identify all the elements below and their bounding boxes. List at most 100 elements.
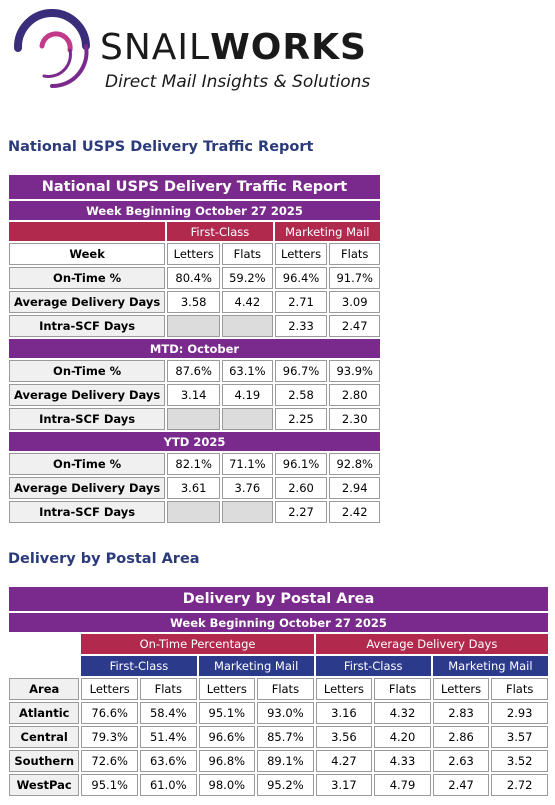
table-row: WestPac 95.1% 61.0% 98.0% 95.2% 3.17 4.7… [9, 774, 548, 796]
empty-cell [167, 408, 221, 430]
column-header: Letters [274, 243, 328, 265]
area-table-title: Delivery by Postal Area [9, 587, 548, 611]
column-header: Flats [491, 678, 548, 700]
cell-value: 3.57 [491, 726, 548, 748]
cell-value: 59.2% [222, 267, 273, 289]
cell-value: 4.42 [222, 291, 273, 313]
column-header: Letters [315, 678, 373, 700]
cell-value: 96.6% [198, 726, 256, 748]
group-header-marketing-mail: Marketing Mail [274, 222, 380, 241]
brand-name: SNAILWORKS [100, 27, 367, 68]
cell-value: 79.3% [81, 726, 138, 748]
cell-value: 93.0% [257, 702, 314, 724]
row-label: Southern [9, 750, 80, 772]
week-banner: Week Beginning October 27 2025 [9, 201, 380, 220]
section-heading-postal-area: Delivery by Postal Area [8, 551, 200, 567]
cell-value: 2.30 [329, 408, 380, 430]
cell-value: 63.1% [222, 360, 273, 382]
cell-value: 4.27 [315, 750, 373, 772]
cell-value: 87.6% [167, 360, 221, 382]
cell-value: 3.09 [329, 291, 380, 313]
table-row: Central 79.3% 51.4% 96.6% 85.7% 3.56 4.2… [9, 726, 548, 748]
cell-value: 4.32 [374, 702, 431, 724]
corner-blank [9, 656, 79, 676]
cell-value: 95.2% [257, 774, 314, 796]
cell-value: 2.27 [274, 501, 328, 523]
area-week-banner: Week Beginning October 27 2025 [9, 613, 548, 632]
group-header-first-class: First-Class [167, 222, 273, 241]
column-header: Letters [432, 678, 490, 700]
cell-value: 4.79 [374, 774, 431, 796]
cell-value: 2.47 [329, 315, 380, 337]
row-label: On-Time % [9, 453, 166, 475]
cell-value: 3.14 [167, 384, 221, 406]
group-header-marketing-mail: Marketing Mail [432, 656, 548, 676]
column-header: Flats [329, 243, 380, 265]
cell-value: 3.58 [167, 291, 221, 313]
cell-value: 63.6% [139, 750, 197, 772]
column-header: Letters [81, 678, 138, 700]
cell-value: 4.19 [222, 384, 273, 406]
area-column-header: Area [9, 678, 80, 700]
empty-cell [167, 501, 221, 523]
table-row: Intra-SCF Days 2.33 2.47 [9, 315, 380, 337]
cell-value: 3.76 [222, 477, 273, 499]
row-label: Intra-SCF Days [9, 501, 166, 523]
empty-cell [222, 501, 273, 523]
cell-value: 3.16 [315, 702, 373, 724]
cell-value: 2.60 [274, 477, 328, 499]
table-row: Southern 72.6% 63.6% 96.8% 89.1% 4.27 4.… [9, 750, 548, 772]
cell-value: 2.83 [432, 702, 490, 724]
cell-value: 2.47 [432, 774, 490, 796]
cell-value: 96.8% [198, 750, 256, 772]
empty-cell [222, 315, 273, 337]
cell-value: 72.6% [81, 750, 138, 772]
cell-value: 89.1% [257, 750, 314, 772]
column-header: Flats [139, 678, 197, 700]
cell-value: 85.7% [257, 726, 314, 748]
cell-value: 3.61 [167, 477, 221, 499]
row-label: On-Time % [9, 360, 166, 382]
cell-value: 2.80 [329, 384, 380, 406]
row-label: Intra-SCF Days [9, 408, 166, 430]
cell-value: 93.9% [329, 360, 380, 382]
group-header-blank [9, 222, 166, 241]
week-column-header: Week [9, 243, 166, 265]
period-banner-mtd: MTD: October [9, 339, 380, 358]
corner-blank [9, 634, 79, 654]
cell-value: 51.4% [139, 726, 197, 748]
cell-value: 3.17 [315, 774, 373, 796]
group-header-marketing-mail: Marketing Mail [198, 656, 314, 676]
metric-header-on-time: On-Time Percentage [81, 634, 314, 654]
cell-value: 2.33 [274, 315, 328, 337]
cell-value: 91.7% [329, 267, 380, 289]
cell-value: 96.7% [274, 360, 328, 382]
cell-value: 76.6% [81, 702, 138, 724]
postal-area-table: Delivery by Postal Area Week Beginning O… [7, 585, 550, 798]
table-row: On-Time % 82.1% 71.1% 96.1% 92.8% [9, 453, 380, 475]
column-header: Flats [257, 678, 314, 700]
cell-value: 71.1% [222, 453, 273, 475]
row-label: On-Time % [9, 267, 166, 289]
group-header-first-class: First-Class [315, 656, 431, 676]
empty-cell [167, 315, 221, 337]
cell-value: 96.4% [274, 267, 328, 289]
cell-value: 2.63 [432, 750, 490, 772]
cell-value: 82.1% [167, 453, 221, 475]
cell-value: 2.72 [491, 774, 548, 796]
cell-value: 61.0% [139, 774, 197, 796]
metric-header-avg-days: Average Delivery Days [315, 634, 548, 654]
snailworks-logo: SNAILWORKS Direct Mail Insights & Soluti… [8, 6, 388, 96]
table-row: Average Delivery Days 3.14 4.19 2.58 2.8… [9, 384, 380, 406]
table-row: Atlantic 76.6% 58.4% 95.1% 93.0% 3.16 4.… [9, 702, 548, 724]
snail-swirl-icon [13, 9, 90, 89]
brand-tagline: Direct Mail Insights & Solutions [105, 72, 371, 92]
cell-value: 2.94 [329, 477, 380, 499]
cell-value: 4.33 [374, 750, 431, 772]
table-row: On-Time % 87.6% 63.1% 96.7% 93.9% [9, 360, 380, 382]
column-header: Flats [222, 243, 273, 265]
table-row: Intra-SCF Days 2.25 2.30 [9, 408, 380, 430]
cell-value: 95.1% [81, 774, 138, 796]
row-label: Intra-SCF Days [9, 315, 166, 337]
cell-value: 58.4% [139, 702, 197, 724]
